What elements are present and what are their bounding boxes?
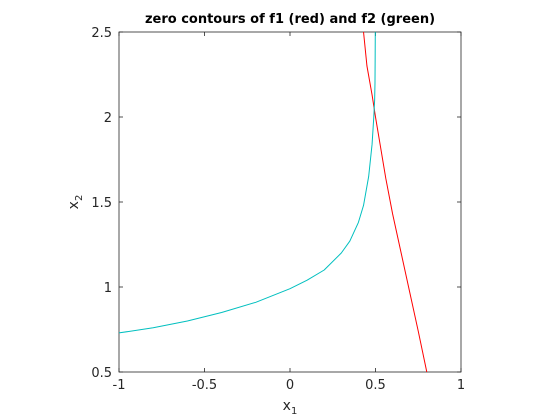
x-axis-label: x1 <box>283 398 298 417</box>
y-tick-label: 2 <box>104 111 112 126</box>
y-axis-label-sub: 2 <box>74 195 85 201</box>
x-tick-label: -0.5 <box>192 378 217 393</box>
series-f1-contour <box>363 31 428 373</box>
x-tick-label: -1 <box>113 378 126 393</box>
x-tick-label: 0.5 <box>365 378 386 393</box>
y-tick-label: 2.5 <box>91 26 112 41</box>
x-axis-label-base: x <box>283 398 291 414</box>
x-axis-label-sub: 1 <box>291 406 297 417</box>
y-tick-label: 1 <box>104 281 112 296</box>
y-tick-label: 1.5 <box>91 196 112 211</box>
x-tick-label: 0 <box>286 378 294 393</box>
y-axis-label-base: x <box>66 201 82 209</box>
chart-title: zero contours of f1 (red) and f2 (green) <box>145 12 435 27</box>
tick-labels: -1 -0.5 0 0.5 1 0.5 1 1.5 2 2.5 <box>91 26 465 393</box>
y-axis-label: x2 <box>66 195 85 210</box>
series-group <box>118 31 428 373</box>
y-tick-label: 0.5 <box>91 366 112 381</box>
plot-area <box>118 31 462 373</box>
x-tick-label: 1 <box>457 378 465 393</box>
series-f2-contour <box>118 31 376 334</box>
